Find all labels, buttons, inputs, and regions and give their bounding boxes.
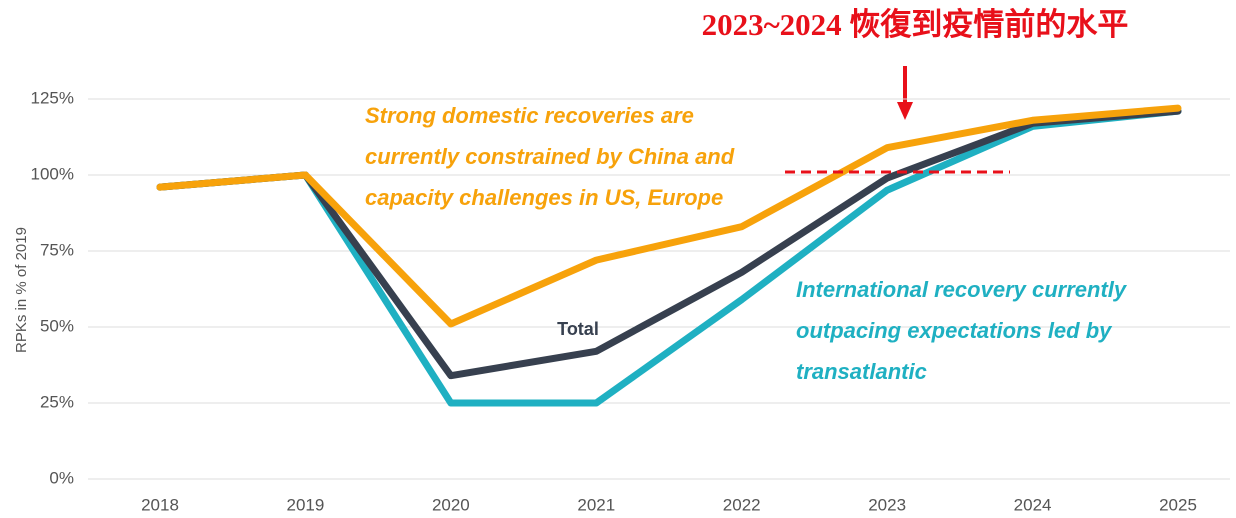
x-tick-label: 2019 — [287, 495, 325, 514]
y-tick-label: 50% — [40, 316, 74, 335]
annotation: outpacing expectations led by — [796, 318, 1113, 343]
y-tick-label: 75% — [40, 240, 74, 259]
chart-title: 2023~2024 恢復到疫情前的水平 — [702, 7, 1129, 42]
annotation: International recovery currently — [796, 277, 1128, 302]
line-series — [156, 104, 1182, 328]
annotation: capacity challenges in US, Europe — [365, 185, 723, 210]
x-tick-label: 2024 — [1014, 495, 1052, 514]
x-tick-label: 2018 — [141, 495, 179, 514]
annotation: transatlantic — [796, 359, 927, 384]
arrow-head — [897, 102, 913, 120]
y-axis-label: RPKs in % of 2019 — [13, 227, 30, 353]
x-tick-label: 2022 — [723, 495, 761, 514]
annotation: Strong domestic recoveries are — [365, 103, 694, 128]
series-label: Total — [557, 319, 599, 339]
x-tick-label: 2025 — [1159, 495, 1197, 514]
x-tick-label: 2021 — [577, 495, 615, 514]
y-tick-label: 25% — [40, 392, 74, 411]
y-tick-label: 0% — [49, 468, 74, 487]
y-tick-label: 100% — [31, 164, 74, 183]
x-tick-label: 2023 — [868, 495, 906, 514]
x-tick-label: 2020 — [432, 495, 470, 514]
y-tick-label: 125% — [31, 88, 74, 107]
line-series — [156, 107, 1182, 380]
annotation: currently constrained by China and — [365, 144, 735, 169]
